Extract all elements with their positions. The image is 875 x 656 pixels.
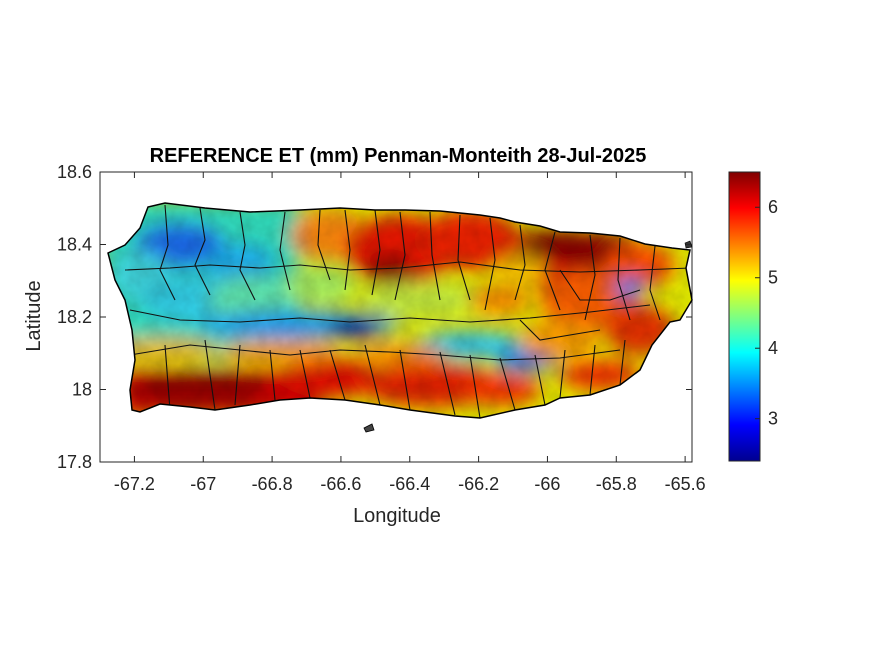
- colorbar-tick-label: 5: [768, 268, 778, 288]
- y-tick-label: 18.6: [57, 162, 92, 182]
- x-tick-label: -66.2: [458, 474, 499, 494]
- chart-title: REFERENCE ET (mm) Penman-Monteith 28-Jul…: [150, 145, 647, 167]
- colorbar: [728, 171, 761, 462]
- x-tick-label: -65.6: [665, 474, 706, 494]
- x-tick-label: -67: [190, 474, 216, 494]
- colorbar-tick-label: 4: [768, 338, 778, 358]
- colorbar-tick-label: 6: [768, 197, 778, 217]
- x-tick-label: -66.8: [252, 474, 293, 494]
- x-tick-label: -66: [534, 474, 560, 494]
- y-tick-label: 17.8: [57, 452, 92, 472]
- colorbar-tick-label: 3: [768, 409, 778, 429]
- y-tick-label: 18.4: [57, 235, 92, 255]
- x-axis: -67.2 -67 -66.8 -66.6 -66.4 -66.2 -66 -65.8 -65.…: [114, 172, 706, 494]
- y-axis: 17.8 18 18.2 18.4 18.6: [57, 162, 692, 472]
- x-tick-label: -67.2: [114, 474, 155, 494]
- x-tick-label: -66.6: [320, 474, 361, 494]
- y-tick-label: 18.2: [57, 307, 92, 327]
- y-tick-label: 18: [72, 380, 92, 400]
- x-tick-label: -65.8: [596, 474, 637, 494]
- municipality-boundaries: [124, 204, 691, 418]
- x-axis-label: Longitude: [353, 505, 441, 527]
- y-axis-label: Latitude: [23, 280, 45, 351]
- small-island: [363, 423, 375, 433]
- x-tick-label: -66.4: [389, 474, 430, 494]
- colorbar-ticks: 3 4 5 6: [755, 197, 778, 429]
